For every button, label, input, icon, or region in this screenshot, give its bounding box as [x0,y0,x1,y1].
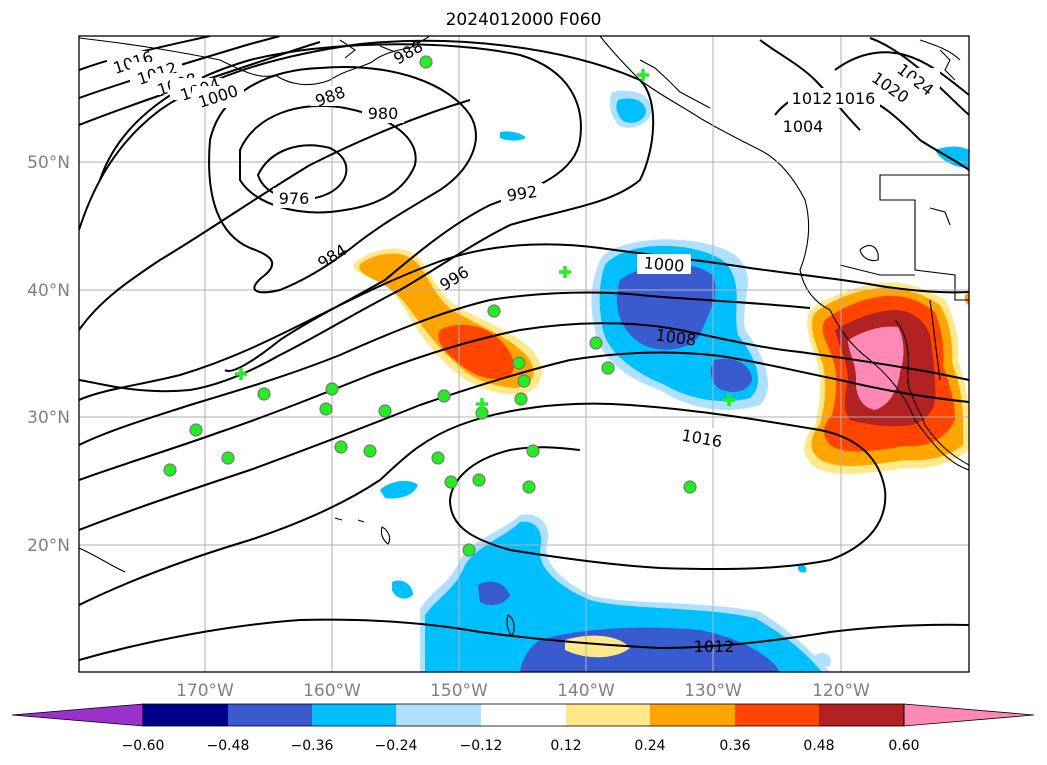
map-title: 2024012000 F060 [445,10,602,30]
isobar-label: 976 [279,189,310,208]
coastlines [79,36,969,637]
station-markers [163,55,735,557]
isobar-label: 992 [506,182,539,205]
colorbar-tick: −0.12 [460,738,503,754]
station-plus-marker [476,398,488,410]
station-marker [517,374,531,388]
colorbar-tick: −0.60 [122,738,165,754]
colorbar-frame [142,703,905,727]
map-frame [78,35,970,673]
station-plus-marker [637,69,649,81]
isobar-label: 1016 [835,89,876,108]
station-marker [189,423,203,437]
station-plus-marker [559,266,571,278]
colorbar-tick: 0.60 [888,738,919,754]
gridlines [79,36,969,672]
station-marker [319,402,333,416]
lat-label-30n: 30°N [27,408,70,428]
colorbar-cell [396,704,481,726]
colorbar-tick: −0.24 [375,738,418,754]
station-marker [444,475,458,489]
negative-anomaly-fill [380,90,969,672]
latitude-labels: 50°N 40°N 30°N 20°N [27,153,70,556]
isobar-label: 1012 [694,637,735,656]
colorbar-tick: 0.36 [719,738,750,754]
lon-label-170w: 170°W [176,681,234,701]
colorbar-cell [481,704,566,726]
station-marker [522,480,536,494]
lat-label-20n: 20°N [27,536,70,556]
colorbar: −0.60 −0.48 −0.36 −0.24 −0.12 0.12 0.24 … [11,703,1035,754]
colorbar-cell [819,704,904,726]
lon-label-160w: 160°W [303,681,361,701]
colorbar-cell [312,704,396,726]
station-marker [431,451,445,465]
colorbar-extend-low [11,703,144,727]
station-marker [514,392,528,406]
station-marker [334,440,348,454]
colorbar-tick: −0.48 [207,738,250,754]
station-marker [163,463,177,477]
colorbar-tick: 0.48 [803,738,834,754]
colorbar-ticks: −0.60 −0.48 −0.36 −0.24 −0.12 0.12 0.24 … [122,738,920,754]
isobar-label: 1000 [643,253,685,275]
station-marker [512,356,526,370]
station-marker [378,404,392,418]
station-marker [363,444,377,458]
colorbar-tick: −0.36 [291,738,334,754]
station-plus-marker [235,368,247,380]
colorbar-cell [566,704,650,726]
station-marker [437,389,451,403]
longitude-labels: 170°W 160°W 150°W 140°W 130°W 120°W [176,681,870,701]
lat-label-50n: 50°N [27,153,70,173]
station-marker [325,382,339,396]
colorbar-cells [11,703,1035,727]
colorbar-cell [735,704,819,726]
station-marker [221,451,235,465]
station-marker [462,543,476,557]
station-marker [589,336,603,350]
colorbar-tick: 0.12 [550,738,581,754]
lon-label-150w: 150°W [430,681,488,701]
lon-label-140w: 140°W [557,681,615,701]
map-area: 1016 1012 1008 1004 1000 988 988 980 976… [79,36,969,672]
isobar-label: 1004 [783,117,824,136]
isobars [79,36,969,661]
station-marker [257,387,271,401]
station-plus-marker [723,394,735,406]
isobar-label: 1012 [792,89,833,108]
lon-label-120w: 120°W [812,681,870,701]
station-marker [601,361,615,375]
lon-label-130w: 130°W [684,681,742,701]
station-marker [683,480,697,494]
colorbar-extend-high [903,703,1035,727]
colorbar-cell [650,704,735,726]
station-marker [526,444,540,458]
station-marker [472,473,486,487]
colorbar-cell [228,704,312,726]
station-marker [487,304,501,318]
positive-anomaly-fill [353,248,969,474]
colorbar-cell [143,704,228,726]
lat-label-40n: 40°N [27,281,70,301]
station-marker [419,55,433,69]
isobar-label: 980 [368,104,399,123]
isobar-labels: 1016 1012 1008 1004 1000 988 988 980 976… [107,37,940,656]
colorbar-tick: 0.24 [634,738,665,754]
